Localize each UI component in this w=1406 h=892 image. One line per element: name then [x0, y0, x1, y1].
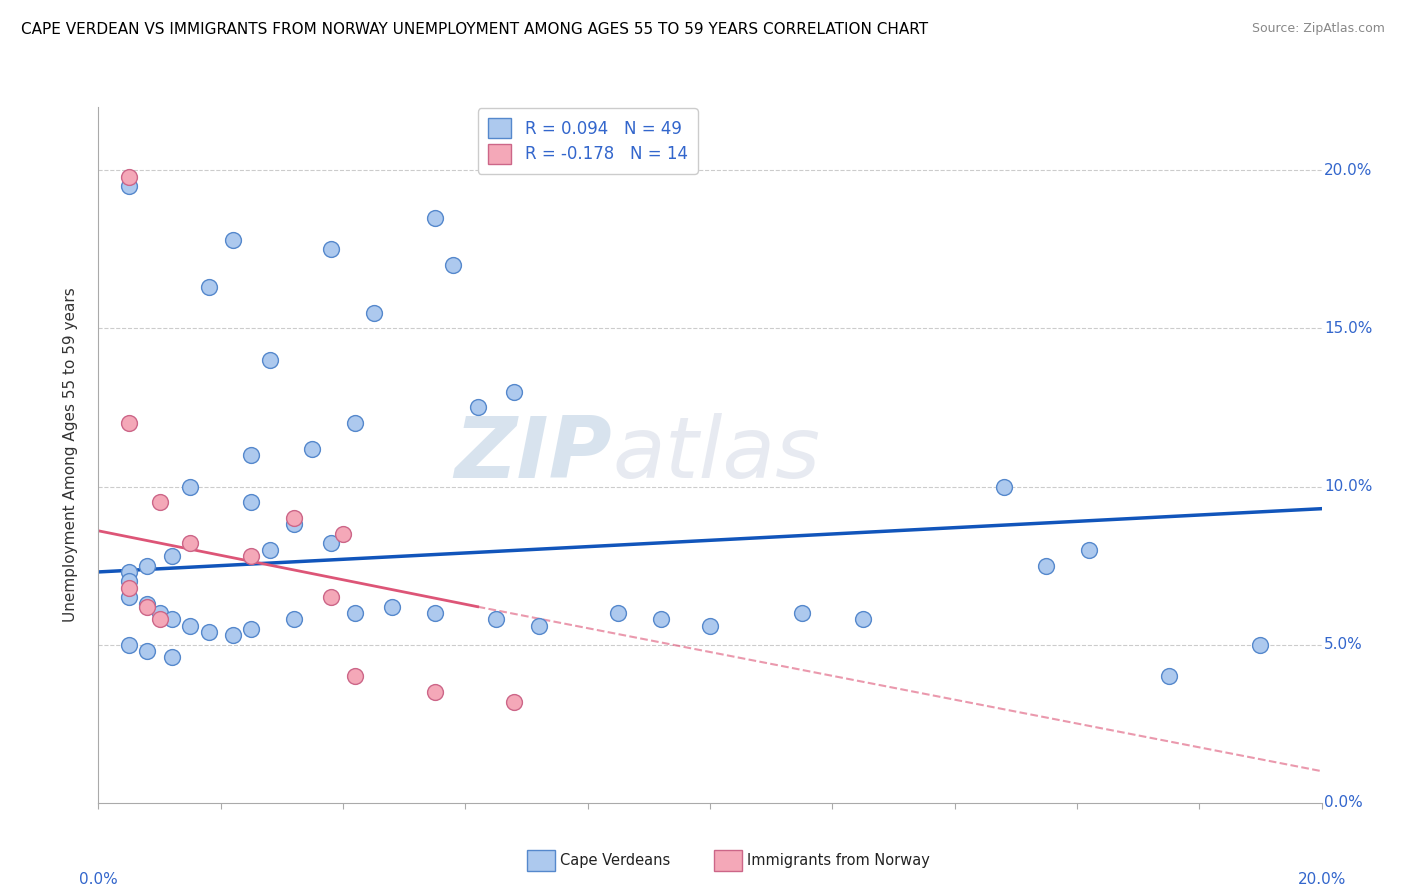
Point [283, 517, 305, 532]
Point [301, 442, 323, 456]
Point [1078, 542, 1101, 557]
Point [1249, 638, 1271, 652]
Point [222, 628, 245, 642]
Point [160, 650, 183, 665]
Point [319, 536, 342, 550]
Point [149, 606, 172, 620]
Point [118, 179, 141, 194]
Point [240, 495, 263, 509]
Point [179, 536, 201, 550]
Point [283, 612, 305, 626]
Point [136, 597, 159, 611]
Text: ZIP: ZIP [454, 413, 612, 497]
Point [319, 243, 342, 257]
Point [136, 558, 159, 573]
Point [118, 565, 141, 579]
Text: 10.0%: 10.0% [1324, 479, 1372, 494]
Point [149, 612, 172, 626]
Point [149, 495, 172, 509]
Point [197, 625, 219, 640]
Point [381, 599, 404, 614]
Text: Cape Verdeans: Cape Verdeans [560, 854, 669, 868]
Point [993, 479, 1015, 493]
Point [467, 401, 489, 415]
Text: CAPE VERDEAN VS IMMIGRANTS FROM NORWAY UNEMPLOYMENT AMONG AGES 55 TO 59 YEARS CO: CAPE VERDEAN VS IMMIGRANTS FROM NORWAY U… [21, 22, 928, 37]
Point [344, 669, 367, 683]
Point [363, 305, 385, 319]
Point [118, 638, 141, 652]
Point [259, 353, 281, 368]
Point [179, 479, 201, 493]
Point [179, 618, 201, 632]
Text: Source: ZipAtlas.com: Source: ZipAtlas.com [1251, 22, 1385, 36]
Text: 5.0%: 5.0% [1324, 637, 1362, 652]
Point [1035, 558, 1057, 573]
Legend: R = 0.094   N = 49, R = -0.178   N = 14: R = 0.094 N = 49, R = -0.178 N = 14 [478, 109, 697, 174]
Text: 20.0%: 20.0% [1298, 872, 1346, 888]
Point [344, 417, 367, 431]
Point [240, 622, 263, 636]
Point [160, 612, 183, 626]
Point [136, 644, 159, 658]
Point [503, 695, 526, 709]
Point [118, 581, 141, 595]
Point [423, 211, 446, 225]
Point [160, 549, 183, 563]
Point [197, 280, 219, 294]
Point [699, 618, 721, 632]
Point [503, 384, 526, 399]
Point [283, 511, 305, 525]
Text: 0.0%: 0.0% [79, 872, 118, 888]
Point [118, 169, 141, 184]
Text: 15.0%: 15.0% [1324, 321, 1372, 336]
Point [423, 685, 446, 699]
Point [485, 612, 508, 626]
Point [118, 574, 141, 589]
Point [240, 549, 263, 563]
Text: 20.0%: 20.0% [1324, 163, 1372, 178]
Point [650, 612, 672, 626]
Point [852, 612, 875, 626]
Point [332, 527, 354, 541]
Point [1157, 669, 1180, 683]
Point [344, 606, 367, 620]
Point [527, 618, 550, 632]
Text: atlas: atlas [612, 413, 820, 497]
Point [423, 606, 446, 620]
Point [240, 448, 263, 462]
Point [259, 542, 281, 557]
Point [222, 233, 245, 247]
Text: Immigrants from Norway: Immigrants from Norway [747, 854, 929, 868]
Point [319, 591, 342, 605]
Point [118, 417, 141, 431]
Point [136, 599, 159, 614]
Point [790, 606, 813, 620]
Point [607, 606, 630, 620]
Text: 0.0%: 0.0% [1324, 796, 1362, 810]
Point [441, 258, 464, 272]
Y-axis label: Unemployment Among Ages 55 to 59 years: Unemployment Among Ages 55 to 59 years [63, 287, 77, 623]
Point [118, 591, 141, 605]
